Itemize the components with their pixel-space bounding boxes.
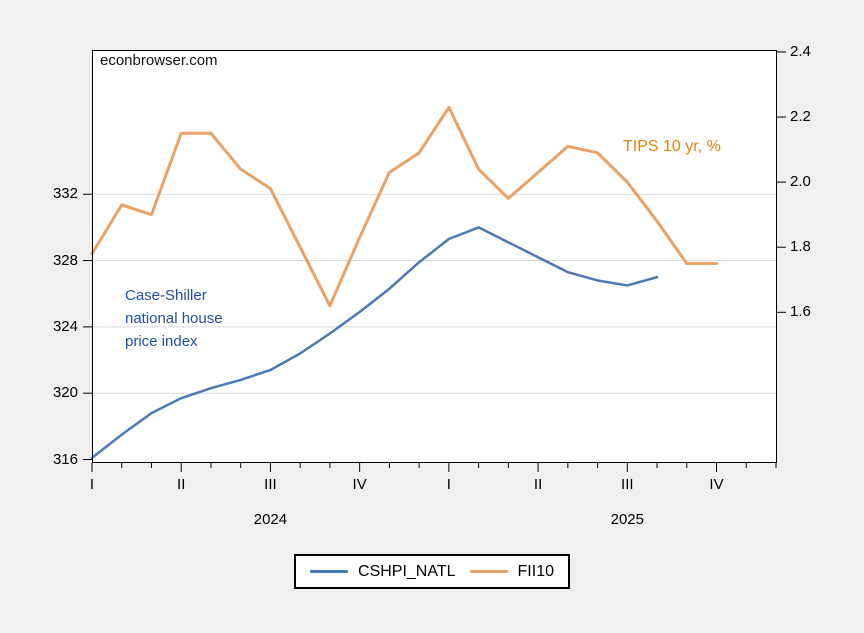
- x-quarter-label: IV: [709, 476, 724, 493]
- cshpi-natl-line: [90, 226, 659, 460]
- y-left-tick-label: 324: [52, 317, 78, 335]
- fii10-line-swatch: [469, 570, 508, 573]
- fii10-line: [90, 105, 719, 308]
- y-right-tick-label: 2.4: [790, 42, 811, 60]
- plot-area: [92, 50, 776, 462]
- legend-label-fii10: FII10: [517, 562, 554, 580]
- y-left-tick-label: 320: [52, 384, 78, 402]
- plot-frame: [92, 50, 777, 463]
- y-left-tick-label: 332: [52, 185, 78, 203]
- x-quarter-label: I: [89, 476, 95, 493]
- legend-label-cshpi-natl: CSHPI_NATL: [358, 562, 456, 580]
- tips-series-annotation: TIPS 10 yr, %: [623, 138, 721, 155]
- cshpi-series-annotation: Case-Shiller national house price index: [125, 287, 223, 350]
- cshpi-natl-line-swatch: [310, 570, 349, 573]
- y-left-tick-label: 328: [52, 251, 78, 269]
- legend-item-fii10: FII10: [469, 562, 554, 581]
- x-quarter-label: I: [446, 476, 451, 493]
- x-quarter-label: III: [264, 476, 277, 493]
- y-right-tick-label: 1.8: [790, 238, 811, 256]
- watermark-text: econbrowser.com: [100, 52, 218, 69]
- x-quarter-label: II: [177, 476, 186, 493]
- x-year-label: 2025: [610, 511, 644, 528]
- x-year-label: 2024: [253, 511, 288, 528]
- x-quarter-label: II: [533, 476, 543, 493]
- legend-item-cshpi-natl: CSHPI_NATL: [310, 563, 456, 581]
- y-right-tick-label: 1.6: [790, 303, 811, 321]
- y-left-tick-label: 316: [52, 450, 78, 468]
- y-right-tick-label: 2.0: [790, 173, 811, 191]
- x-quarter-label: IV: [352, 476, 367, 493]
- legend: CSHPI_NATL FII10: [294, 554, 570, 589]
- y-right-tick-label: 2.2: [790, 108, 811, 126]
- x-quarter-label: III: [621, 476, 634, 493]
